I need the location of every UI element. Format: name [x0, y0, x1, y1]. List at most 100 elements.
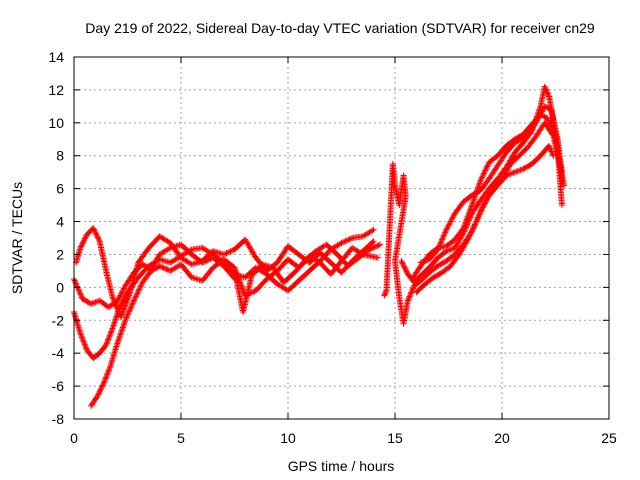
data-point-marker — [126, 308, 133, 315]
data-point-marker — [546, 144, 553, 151]
data-point-marker — [447, 218, 454, 225]
data-point-marker — [464, 213, 471, 220]
data-point-marker — [420, 258, 427, 265]
data-point-marker — [513, 168, 520, 175]
data-point-marker — [118, 301, 125, 308]
data-point-marker — [483, 164, 490, 171]
data-point-marker — [95, 390, 102, 397]
data-point-marker — [444, 224, 451, 231]
y-tick-label: 8 — [56, 148, 64, 164]
y-tick-label: 6 — [56, 181, 64, 197]
data-point-marker — [77, 290, 84, 297]
data-point-marker — [232, 266, 239, 273]
data-point-marker — [531, 121, 538, 128]
data-point-marker — [106, 333, 113, 340]
data-point-marker — [440, 232, 447, 239]
data-point-marker — [542, 85, 549, 92]
data-point-marker — [407, 290, 414, 297]
data-point-marker — [517, 166, 524, 173]
data-point-marker — [343, 237, 350, 244]
data-point-marker — [78, 333, 85, 340]
data-point-marker — [79, 335, 86, 342]
data-point-marker — [535, 114, 542, 121]
data-point-marker — [337, 240, 344, 247]
data-point-marker — [136, 284, 143, 291]
data-point-marker — [94, 392, 101, 399]
data-point-marker — [90, 226, 97, 233]
data-point-marker — [114, 305, 121, 312]
data-point-marker — [103, 374, 110, 381]
data-point-marker — [200, 259, 207, 266]
data-point-marker — [538, 109, 545, 116]
data-point-marker — [445, 222, 452, 229]
data-point-marker — [234, 273, 241, 280]
data-point-marker — [125, 293, 132, 300]
data-point-marker — [462, 219, 469, 226]
data-point-marker — [159, 264, 166, 271]
data-point-marker — [479, 173, 486, 180]
data-point-marker — [370, 238, 377, 245]
data-point-marker — [203, 257, 210, 264]
data-point-marker — [481, 169, 488, 176]
data-point-marker — [128, 303, 135, 310]
data-point-marker — [480, 203, 487, 210]
data-point-marker — [92, 299, 99, 306]
data-point-marker — [99, 382, 106, 389]
data-point-marker — [482, 167, 489, 174]
data-point-marker — [204, 257, 211, 264]
data-point-marker — [117, 330, 124, 337]
data-point-marker — [161, 265, 168, 272]
data-point-marker — [126, 307, 133, 314]
data-point-marker — [119, 324, 126, 331]
data-point-marker — [480, 201, 487, 208]
axis-ticks — [73, 56, 610, 420]
data-point-marker — [83, 345, 90, 352]
data-point-marker — [470, 224, 477, 231]
data-point-marker — [82, 344, 89, 351]
y-tick-label: 12 — [48, 82, 64, 98]
data-point-marker — [113, 299, 120, 306]
data-point-marker — [530, 123, 537, 130]
data-point-marker — [99, 383, 106, 390]
data-point-marker — [116, 293, 123, 300]
data-point-marker — [233, 270, 240, 277]
data-point-marker — [465, 235, 472, 242]
data-point-marker — [126, 292, 133, 299]
data-point-marker — [108, 326, 115, 333]
data-point-marker — [462, 220, 469, 227]
data-point-marker — [114, 340, 121, 347]
data-point-marker — [532, 120, 539, 127]
data-point-marker — [135, 287, 142, 294]
data-point-marker — [518, 166, 525, 173]
data-point-marker — [482, 166, 489, 173]
data-point-marker — [94, 234, 101, 241]
data-point-marker — [77, 331, 84, 338]
data-point-marker — [79, 334, 86, 341]
x-tick-label: 20 — [494, 430, 510, 446]
data-point-marker — [104, 337, 111, 344]
data-point-marker — [419, 259, 426, 266]
data-point-marker — [80, 338, 87, 345]
data-point-marker — [477, 208, 484, 215]
data-point-marker — [402, 267, 409, 274]
data-point-marker — [90, 299, 97, 306]
data-point-marker — [100, 381, 107, 388]
data-point-marker — [476, 211, 483, 218]
y-tick-label: -2 — [52, 312, 65, 328]
data-point-marker — [342, 238, 349, 245]
data-point-marker — [459, 226, 466, 233]
data-point-marker — [118, 327, 125, 334]
data-point-marker — [347, 235, 354, 242]
data-point-marker — [96, 389, 103, 396]
data-point-marker — [116, 334, 123, 341]
data-point-marker — [529, 125, 536, 132]
data-point-marker — [371, 244, 378, 251]
data-point-marker — [118, 313, 125, 320]
data-point-marker — [472, 219, 479, 226]
x-tick-label: 10 — [280, 430, 296, 446]
data-point-marker — [122, 317, 129, 324]
data-point-marker — [129, 301, 136, 308]
data-point-marker — [137, 283, 144, 290]
data-point-marker — [538, 108, 545, 115]
